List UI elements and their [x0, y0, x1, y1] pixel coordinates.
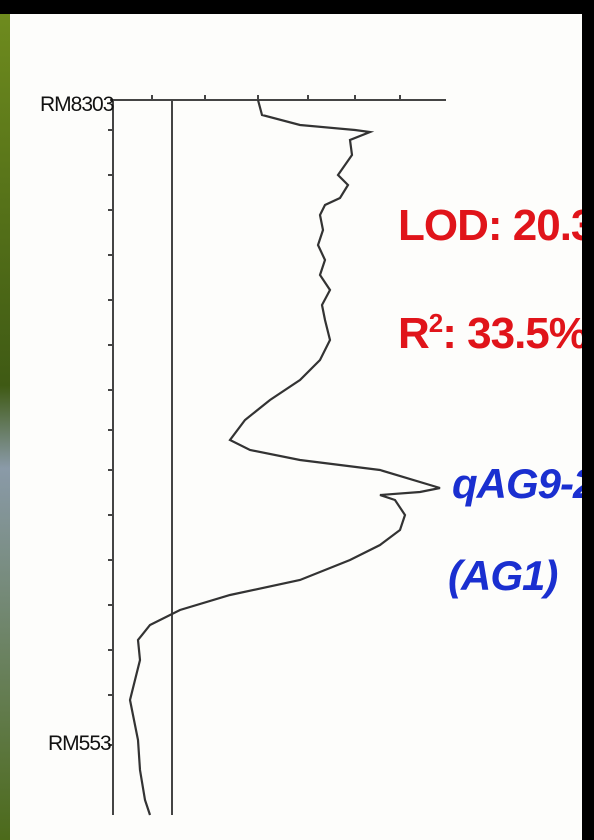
r2-rest: : 33.5%: [442, 309, 582, 358]
qtl-gene: (AG1): [448, 552, 557, 599]
r2-sup: 2: [429, 308, 443, 338]
lod-curve: [130, 100, 440, 815]
screenshot: RM8303 RM553 LOD: 20.3 R2: 33.5% qAG9-2 …: [0, 0, 594, 840]
lod-text: LOD: 20.3: [398, 201, 582, 250]
r2-text: R2: 33.5%: [398, 308, 582, 358]
r2-base: R: [398, 309, 429, 358]
marker-label: RM8303: [40, 93, 114, 116]
lod-figure: RM8303 RM553 LOD: 20.3 R2: 33.5% qAG9-2 …: [0, 0, 582, 840]
qtl-name: qAG9-2: [452, 460, 582, 507]
marker-label: RM553: [48, 732, 111, 755]
